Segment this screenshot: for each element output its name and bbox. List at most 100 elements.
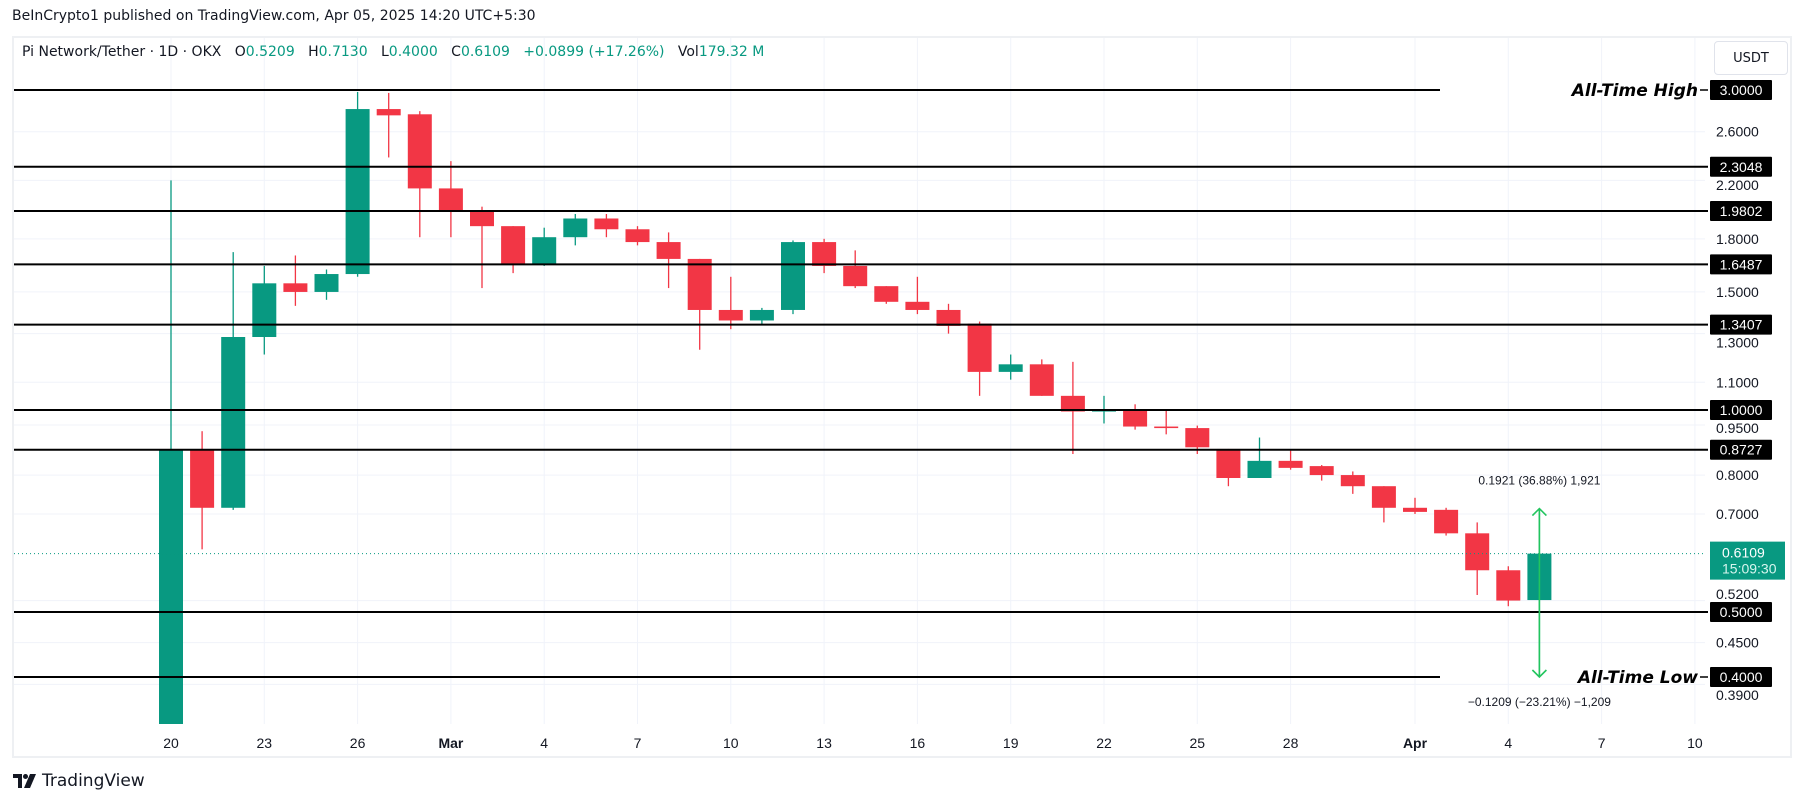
time-axis-tick: 26 (350, 735, 366, 751)
price-axis-tick: 0.5200 (1716, 586, 1759, 602)
measure-up-text: 0.1921 (36.88%) 1,921 (1478, 474, 1600, 488)
candle-body (159, 449, 183, 724)
candle-body (656, 242, 681, 259)
level-price-label: 3.0000 (1720, 82, 1763, 98)
candle-body (532, 237, 557, 265)
time-axis-tick: 10 (1687, 735, 1703, 751)
low-label: L (380, 44, 389, 60)
candle-body (749, 309, 774, 321)
candle-body (314, 274, 339, 292)
time-axis-tick: 7 (634, 735, 642, 751)
tradingview-logo-icon (13, 774, 36, 788)
level-price-label: 0.5000 (1720, 604, 1763, 620)
candle-body (1029, 364, 1054, 396)
level-price-badge (1710, 201, 1772, 222)
level-price-label: 1.9802 (1720, 203, 1763, 219)
level-price-label: 0.4000 (1720, 669, 1763, 685)
price-axis-tick: 2.2000 (1716, 177, 1759, 193)
candle-body (1154, 426, 1179, 429)
price-axis-tick: 1.3000 (1716, 335, 1759, 351)
countdown-label: 15:09:30 (1722, 561, 1777, 577)
candle-body (438, 188, 463, 212)
level-price-badge (1710, 254, 1772, 275)
candle-body (345, 109, 370, 275)
high-value: 0.7130 (318, 44, 368, 60)
last-price-badge (1710, 541, 1785, 580)
candle-body (687, 258, 712, 310)
candle-body (252, 283, 277, 338)
candle-body (1247, 460, 1272, 478)
time-axis-tick: 10 (723, 735, 739, 751)
price-axis-tick: 0.8000 (1716, 467, 1759, 483)
currency-unit-button[interactable]: USDT (1714, 41, 1788, 75)
high-label: H (308, 44, 319, 60)
level-price-badge (1710, 314, 1772, 335)
time-axis-tick: Mar (438, 735, 463, 751)
low-value: 0.4000 (388, 44, 438, 60)
level-annotation: All-Time Low (1576, 668, 1698, 688)
candle-body (1403, 507, 1427, 512)
last-price-label: 0.6109 (1722, 545, 1765, 561)
candle-body (967, 323, 992, 372)
candle-body (1340, 475, 1365, 487)
candle-body (874, 286, 899, 302)
level-price-badge (1710, 400, 1772, 421)
candle-body (501, 226, 526, 265)
tradingview-logo-text: TradingView (42, 771, 145, 791)
level-price-label: 0.8727 (1720, 442, 1763, 458)
candle-body (1278, 460, 1303, 468)
candle-body (998, 364, 1023, 372)
candle-body (843, 265, 868, 287)
level-price-label: 1.3407 (1720, 317, 1763, 333)
measure-down-text: −0.1209 (−23.21%) −1,209 (1468, 695, 1611, 709)
price-axis-tick: 0.7000 (1716, 506, 1759, 522)
price-axis-tick: 0.4500 (1716, 635, 1759, 651)
candle-body (1060, 395, 1085, 412)
candle-body (1216, 448, 1241, 478)
time-axis-tick: 4 (540, 735, 548, 751)
time-axis-tick: 4 (1504, 735, 1512, 751)
candle-body (190, 449, 215, 508)
price-axis-tick: 0.3900 (1716, 687, 1759, 703)
close-value: 0.6109 (460, 44, 510, 60)
time-axis-tick: 13 (816, 735, 832, 751)
volume-value: 179.32 M (698, 44, 765, 60)
measure-arrow-down-icon (1531, 669, 1547, 679)
candle-body (1496, 570, 1521, 601)
level-annotation: All-Time High (1570, 81, 1698, 101)
candle-body (718, 309, 743, 321)
close-label: C (451, 44, 461, 60)
time-axis-tick: Apr (1403, 735, 1428, 751)
level-price-label: 1.6487 (1720, 256, 1763, 272)
publisher-caption: BeInCrypto1 published on TradingView.com… (12, 8, 536, 24)
price-axis-tick: 1.1000 (1716, 374, 1759, 390)
open-value: 0.5209 (245, 44, 295, 60)
candles (159, 91, 1552, 724)
change-value: +0.0899 (+17.26%) (523, 44, 665, 60)
time-axis-tick: 25 (1190, 735, 1206, 751)
candle-body (625, 229, 650, 243)
time-axis-tick: 20 (163, 735, 179, 751)
tradingview-logo[interactable]: TradingView (13, 771, 145, 791)
open-label: O (234, 44, 246, 60)
time-axis-tick: 16 (910, 735, 926, 751)
level-price-badge (1710, 156, 1772, 177)
candle-body (1371, 486, 1396, 508)
level-price-label: 1.0000 (1720, 402, 1763, 418)
candle-body (563, 218, 588, 238)
symbol-name[interactable]: Pi Network/Tether · 1D · OKX (22, 44, 222, 60)
price-axis-tick: 1.5000 (1716, 284, 1759, 300)
price-axis-tick: 2.6000 (1716, 124, 1759, 140)
level-price-badge (1710, 439, 1772, 460)
time-axis-tick: 7 (1598, 735, 1606, 751)
candle-body (283, 283, 308, 292)
price-axis-tick: 0.9500 (1716, 420, 1759, 436)
candle-body (407, 114, 432, 189)
candle-body (1465, 533, 1490, 571)
candle-body (221, 337, 246, 508)
time-axis-tick: 19 (1003, 735, 1019, 751)
candle-body (936, 309, 961, 326)
candle-body (1185, 428, 1210, 448)
candle-body (1309, 466, 1334, 476)
